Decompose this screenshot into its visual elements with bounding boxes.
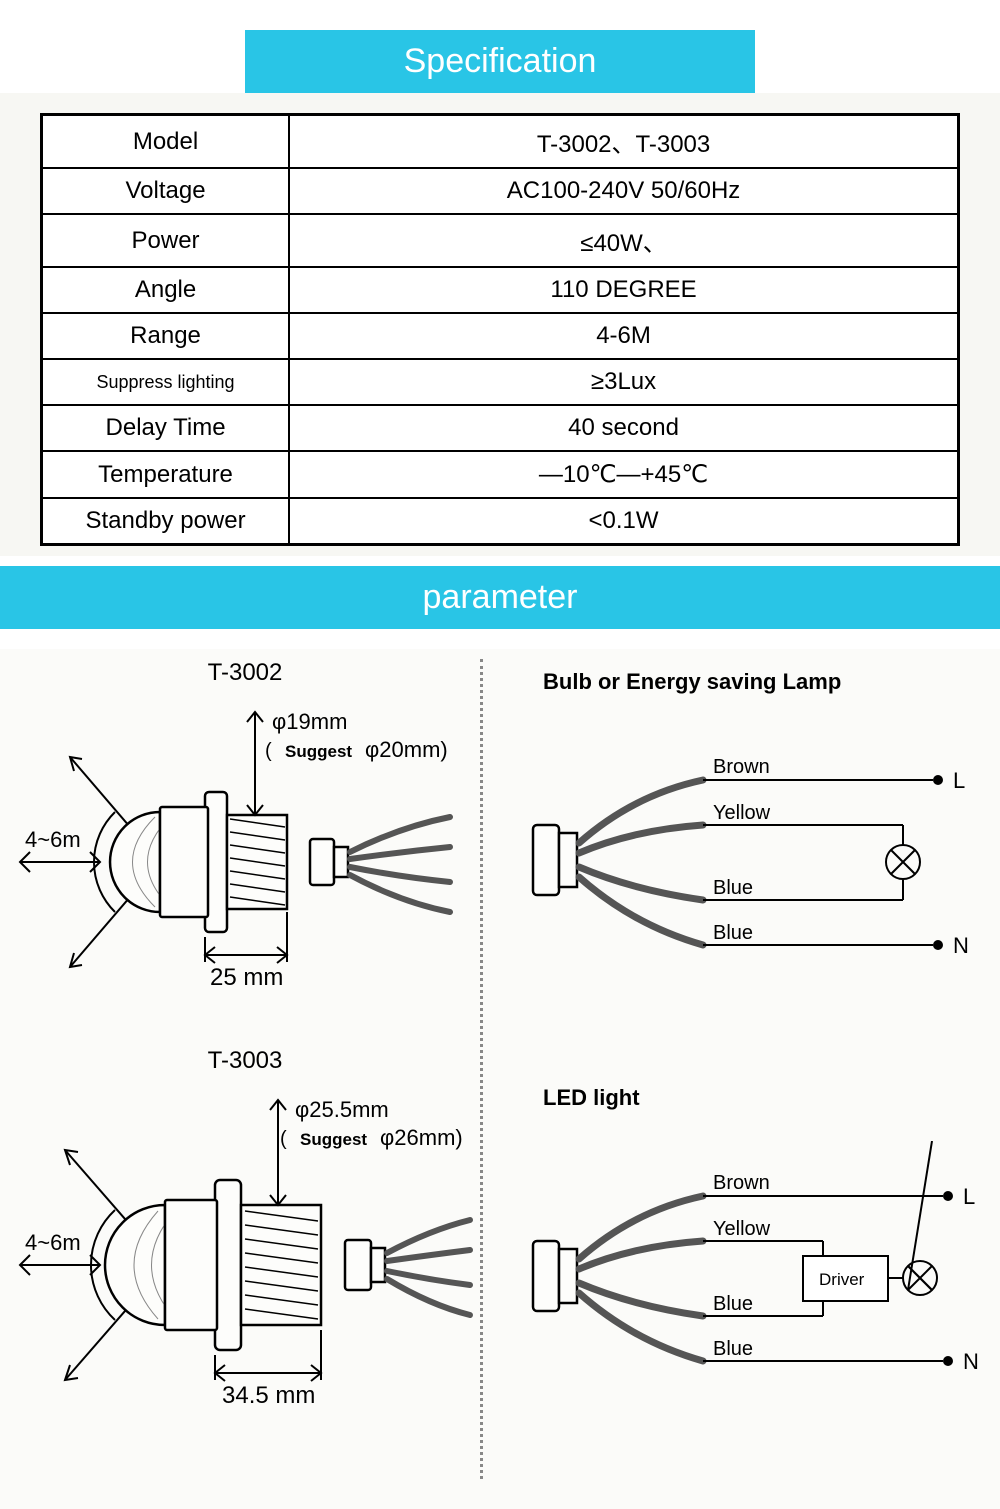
spec-label: Range bbox=[42, 313, 290, 359]
table-row: ModelT-3002、T-3003 bbox=[42, 115, 959, 169]
bulb-brown: Brown bbox=[713, 756, 770, 778]
spec-label: Power bbox=[42, 214, 290, 267]
wiring-diagrams: Bulb or Energy saving Lamp bbox=[483, 659, 993, 1479]
parameter-section: T-3002 4~6m 110° bbox=[0, 649, 1000, 1509]
spec-value: ≥3Lux bbox=[289, 359, 958, 405]
spec-label: Temperature bbox=[42, 451, 290, 498]
t3002-width: 25 mm bbox=[210, 964, 283, 991]
diagram-t3002-title: T-3002 bbox=[10, 659, 480, 687]
led-brown: Brown bbox=[713, 1172, 770, 1194]
wiring-bulb-title: Bulb or Energy saving Lamp bbox=[543, 669, 993, 695]
svg-text:(: ( bbox=[280, 1128, 287, 1150]
specification-header-text: Specification bbox=[404, 42, 597, 80]
led-blue1: Blue bbox=[713, 1293, 753, 1315]
table-row: VoltageAC100-240V 50/60Hz bbox=[42, 168, 959, 214]
spec-label: Voltage bbox=[42, 168, 290, 214]
led-L: L bbox=[963, 1184, 975, 1209]
diagram-t3002: T-3002 4~6m 110° bbox=[10, 659, 480, 997]
table-row: Angle110 DEGREE bbox=[42, 267, 959, 313]
spec-label: Delay Time bbox=[42, 405, 290, 451]
spec-value: 110 DEGREE bbox=[289, 267, 958, 313]
table-row: Suppress lighting≥3Lux bbox=[42, 359, 959, 405]
spec-label: Standby power bbox=[42, 498, 290, 545]
t3003-width: 34.5 mm bbox=[222, 1382, 315, 1409]
parameter-header: parameter bbox=[0, 566, 1000, 629]
bulb-L: L bbox=[953, 768, 965, 793]
wiring-led-title: LED light bbox=[543, 1085, 993, 1111]
t3002-hole: φ19mm bbox=[272, 709, 347, 734]
t3003-suggest: Suggest bbox=[300, 1130, 367, 1149]
diagram-t3003: T-3003 4~6m 110° bbox=[10, 1047, 480, 1415]
spec-value: T-3002、T-3003 bbox=[289, 115, 958, 169]
bulb-N: N bbox=[953, 933, 969, 958]
spec-value: ≤40W、 bbox=[289, 214, 958, 267]
t3002-suggest: Suggest bbox=[285, 742, 352, 761]
spec-value: 4-6M bbox=[289, 313, 958, 359]
spec-value: <0.1W bbox=[289, 498, 958, 545]
wiring-bulb-svg: L N Brown Yellow Blue Blue bbox=[503, 725, 993, 1005]
bulb-blue2: Blue bbox=[713, 922, 753, 944]
table-row: Power≤40W、 bbox=[42, 214, 959, 267]
bulb-blue1: Blue bbox=[713, 877, 753, 899]
spec-value: 40 second bbox=[289, 405, 958, 451]
dimension-diagrams: T-3002 4~6m 110° bbox=[10, 659, 480, 1479]
t3002-range: 4~6m bbox=[25, 827, 81, 852]
spec-label: Angle bbox=[42, 267, 290, 313]
t3003-hole: φ25.5mm bbox=[295, 1097, 389, 1122]
led-N: N bbox=[963, 1349, 979, 1374]
spec-label: Model bbox=[42, 115, 290, 169]
table-row: Temperature—10℃—+45℃ bbox=[42, 451, 959, 498]
table-row: Standby power<0.1W bbox=[42, 498, 959, 545]
led-blue2: Blue bbox=[713, 1338, 753, 1360]
diagram-t3002-svg: 4~6m 110° bbox=[10, 697, 480, 997]
specification-table-container: ModelT-3002、T-3003VoltageAC100-240V 50/6… bbox=[0, 93, 1000, 556]
t3003-suggest-val: φ26mm) bbox=[380, 1125, 463, 1150]
svg-text:(: ( bbox=[265, 740, 272, 762]
spec-label: Suppress lighting bbox=[42, 359, 290, 405]
specification-table: ModelT-3002、T-3003VoltageAC100-240V 50/6… bbox=[40, 113, 960, 546]
parameter-header-text: parameter bbox=[423, 578, 578, 616]
spec-value: —10℃—+45℃ bbox=[289, 451, 958, 498]
t3002-suggest-val: φ20mm) bbox=[365, 737, 448, 762]
table-row: Delay Time40 second bbox=[42, 405, 959, 451]
specification-header: Specification bbox=[245, 30, 755, 93]
wiring-led-svg: Driver L N Brown Yellow Blue Blue bbox=[503, 1141, 993, 1421]
spec-value: AC100-240V 50/60Hz bbox=[289, 168, 958, 214]
bulb-yellow: Yellow bbox=[713, 802, 771, 824]
diagram-t3003-svg: 4~6m 110° bbox=[10, 1085, 480, 1415]
table-row: Range4-6M bbox=[42, 313, 959, 359]
led-driver: Driver bbox=[819, 1270, 865, 1289]
t3003-range: 4~6m bbox=[25, 1230, 81, 1255]
led-yellow: Yellow bbox=[713, 1218, 771, 1240]
diagram-t3003-title: T-3003 bbox=[10, 1047, 480, 1075]
